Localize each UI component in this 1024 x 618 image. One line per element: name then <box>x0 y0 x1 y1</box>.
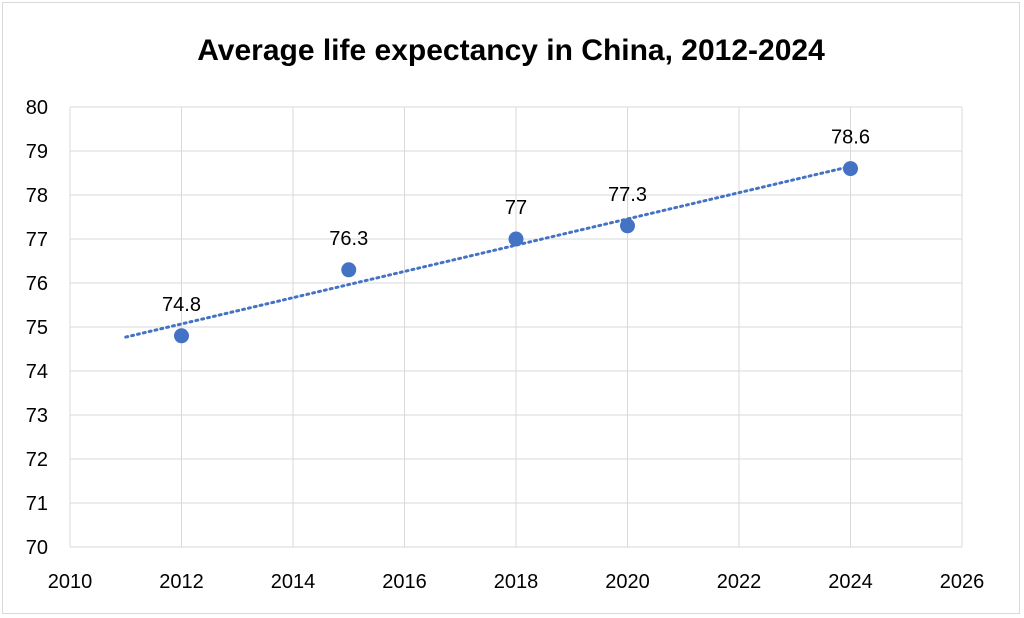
data-point <box>341 262 357 278</box>
grid <box>69 106 963 548</box>
x-tick-label: 2010 <box>48 571 93 593</box>
data-label: 77 <box>505 197 527 219</box>
data-point <box>843 161 858 177</box>
data-label: 78.6 <box>831 127 870 149</box>
x-tick-label: 2016 <box>382 571 427 593</box>
y-tick-label: 76 <box>26 273 48 295</box>
trendline-layer <box>124 164 852 339</box>
x-tick-label: 2026 <box>940 571 985 593</box>
data-label: 74.8 <box>162 294 201 316</box>
x-tick-label: 2022 <box>717 571 762 593</box>
chart-title: Average life expectancy in China, 2012-2… <box>197 34 825 67</box>
data-point <box>508 231 524 247</box>
x-tick-label: 2024 <box>828 571 873 593</box>
data-label: 76.3 <box>329 228 368 250</box>
y-tick-label: 75 <box>26 317 48 339</box>
x-tick-label: 2018 <box>494 571 539 593</box>
y-tick-label: 74 <box>26 361 48 383</box>
x-tick-label: 2014 <box>271 571 316 593</box>
trendline <box>124 164 852 339</box>
data-point <box>620 218 635 234</box>
y-tick-label: 73 <box>26 405 48 427</box>
y-tick-label: 72 <box>26 449 48 471</box>
data-labels: 74.8 76.3 77 77.3 78.6 <box>162 127 870 316</box>
y-tick-label: 79 <box>26 141 48 163</box>
y-tick-label: 78 <box>26 185 48 207</box>
y-tick-label: 77 <box>26 229 48 251</box>
y-tick-label: 80 <box>26 97 48 119</box>
y-axis-ticks: 70 71 72 73 74 75 76 77 78 79 80 <box>26 97 48 559</box>
x-axis-ticks: 2010 2012 2014 2016 2018 2020 2022 2024 2026 <box>48 571 985 593</box>
data-point <box>174 328 189 344</box>
x-tick-label: 2012 <box>159 571 204 593</box>
y-tick-label: 70 <box>26 537 48 559</box>
x-tick-label: 2020 <box>605 571 650 593</box>
y-tick-label: 71 <box>26 493 48 515</box>
data-points <box>174 161 858 344</box>
data-label: 77.3 <box>608 184 647 206</box>
